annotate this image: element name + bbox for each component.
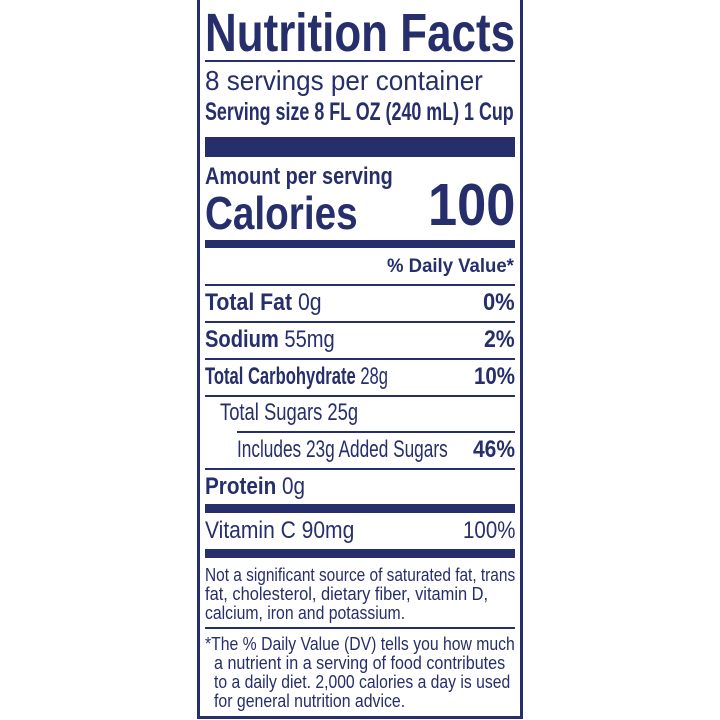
medium-divider [205, 504, 515, 513]
divider [237, 431, 515, 433]
divider [205, 468, 515, 470]
serving-size: Serving size 8 FL OZ (240 mL) 1 Cup [205, 100, 514, 125]
dv-footnote-line: a nutrient in a serving of food contribu… [214, 653, 506, 673]
nutrient-protein: Protein 0g [205, 473, 306, 500]
nutrient-total-carbohydrate: Total Carbohydrate 28g [205, 363, 388, 390]
nutrient-vitamin-c: Vitamin C 90mg [205, 517, 355, 544]
thick-divider [205, 137, 515, 157]
serving-size-value: 8 FL OZ (240 mL) 1 Cup [314, 98, 514, 126]
calories-label: Calories [205, 187, 358, 239]
not-significant-line: Not a significant source of saturated fa… [205, 565, 516, 585]
not-significant-line: calcium, iron and potassium. [205, 603, 406, 623]
medium-divider [205, 549, 515, 558]
title: Nutrition Facts [205, 3, 516, 63]
calories-value: 100 [427, 172, 515, 238]
nutrient-added-sugars: Includes 23g Added Sugars [237, 436, 448, 463]
not-significant-line: fat, cholesterol, dietary fiber, vitamin… [205, 584, 489, 604]
divider [205, 395, 515, 397]
dv-sodium: 2% [484, 326, 515, 353]
dv-added-sugars: 46% [472, 436, 515, 463]
dv-footnote-line: for general nutrition advice. [214, 691, 406, 711]
divider [205, 358, 515, 360]
daily-value-header: % Daily Value* [387, 256, 514, 277]
divider [205, 321, 515, 323]
nutrient-sodium: Sodium 55mg [205, 326, 335, 353]
dv-total-fat: 0% [483, 289, 515, 316]
dv-footnote-line: to a daily diet. 2,000 calories a day is… [214, 672, 511, 692]
nutrient-total-fat: Total Fat 0g [205, 289, 322, 316]
nutrient-total-sugars: Total Sugars 25g [220, 399, 359, 426]
divider [205, 627, 515, 629]
amount-per-serving: Amount per serving [205, 163, 393, 190]
serving-size-label: Serving size [205, 98, 310, 126]
medium-divider [205, 240, 515, 248]
dv-total-carbohydrate: 10% [473, 363, 515, 390]
divider [205, 284, 515, 286]
nutrition-facts-panel [197, 0, 523, 719]
dv-footnote-line: *The % Daily Value (DV) tells you how mu… [205, 634, 515, 654]
divider [205, 60, 515, 62]
servings-per-container: 8 servings per container [205, 65, 483, 96]
dv-vitamin-c: 100% [462, 517, 515, 544]
